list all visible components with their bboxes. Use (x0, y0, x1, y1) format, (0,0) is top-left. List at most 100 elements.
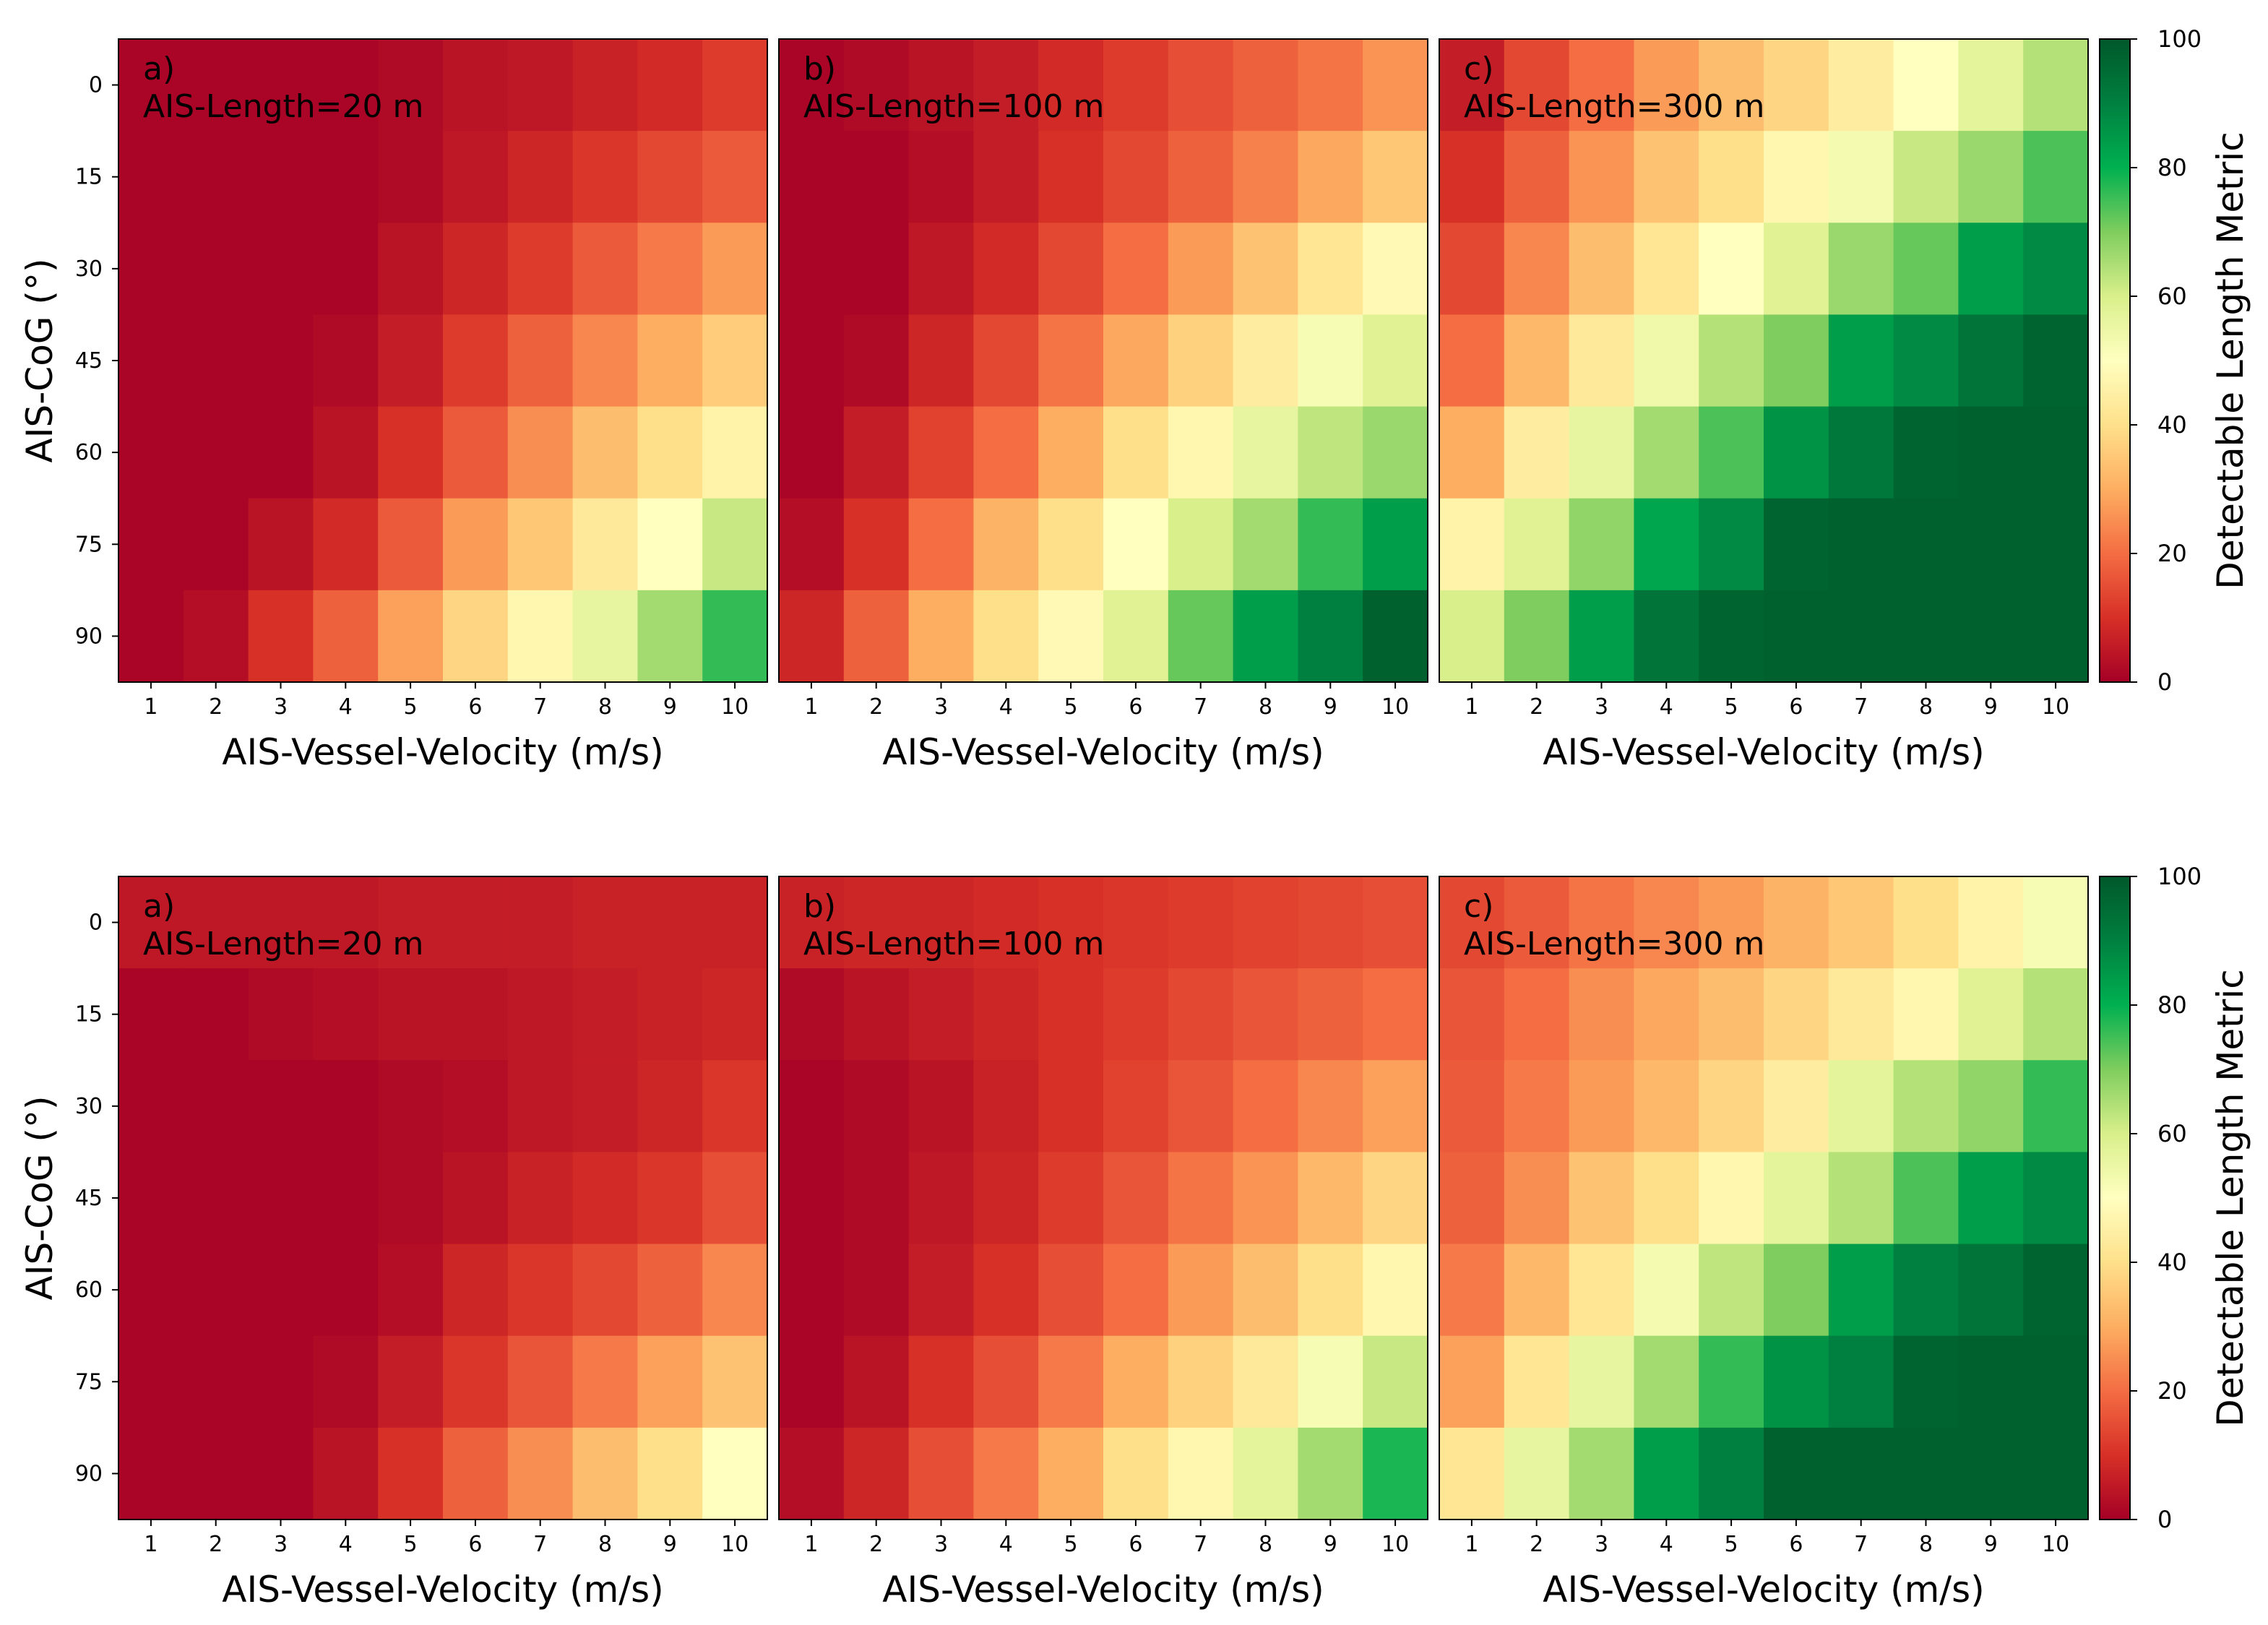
heatmap-cell (118, 1243, 184, 1337)
heatmap-cell (1103, 498, 1169, 591)
heatmap-cell (2023, 314, 2089, 408)
heatmap-cell (1168, 131, 1234, 223)
heatmap-cell (1569, 1060, 1634, 1153)
heatmap-bottom-3: 1 2 3 4 5 6 7 8 9 10 AIS-Vessel-Velocity (m/s) c)AI… (1439, 876, 2089, 1611)
heatmap-cell (637, 1152, 703, 1245)
heatmap-cell (2023, 1335, 2089, 1428)
heatmap-cell (1439, 876, 1505, 969)
heatmap-cell (1893, 876, 1959, 969)
heatmap-cell (779, 590, 845, 683)
x-tick-label: 5 (1064, 694, 1078, 720)
x-tick-label: 8 (598, 694, 612, 720)
heatmap-cell (1363, 498, 1428, 591)
heatmap-cell (1504, 590, 1570, 683)
heatmap-cell (572, 406, 638, 499)
heatmap-cell (378, 498, 444, 591)
heatmap-cell (702, 1060, 768, 1153)
heatmap-cell (1233, 223, 1298, 316)
colorbar-tick-label: 40 (2157, 411, 2187, 439)
x-tick-label: 2 (1530, 1532, 1543, 1557)
x-tick-label: 5 (404, 1532, 418, 1557)
heatmap-cell (779, 1427, 845, 1520)
x-axis-label: AIS-Vessel-Velocity (m/s) (1543, 731, 1984, 773)
heatmap-cell (1038, 1427, 1104, 1520)
heatmap-cell (1958, 1335, 2024, 1428)
colorbar-tick-label: 80 (2157, 991, 2187, 1019)
heatmap-cell (843, 498, 910, 591)
heatmap-cell (702, 1243, 768, 1337)
heatmap-cell (1569, 590, 1634, 683)
heatmap-cell (248, 39, 314, 132)
x-tick-label: 10 (1381, 694, 1409, 720)
axes-frame (1439, 876, 2089, 1520)
heatmap-cell (637, 1060, 703, 1153)
heatmap-cell (843, 1335, 910, 1428)
y-tick-label: 0 (89, 910, 103, 936)
heatmap-cell (843, 314, 910, 408)
heatmap-cell (1634, 968, 1699, 1061)
heatmap-cell (118, 406, 184, 499)
colorbar-tick-label: 100 (2157, 863, 2202, 890)
heatmap-cell (702, 314, 768, 408)
heatmap-cell (1699, 223, 1764, 316)
heatmap-cell (1504, 1060, 1570, 1153)
heatmap-cell (1298, 1152, 1363, 1245)
x-tick-label: 10 (2042, 1532, 2069, 1557)
x-tick-label: 10 (721, 694, 749, 720)
heatmap-cell (1363, 968, 1428, 1061)
heatmap-cell (2023, 223, 2089, 316)
heatmap-cell (1828, 406, 1894, 499)
heatmap-cell (572, 590, 638, 683)
heatmap-cell (779, 1243, 845, 1337)
x-tick-label: 6 (1129, 1532, 1142, 1557)
heatmap-cell (2023, 1243, 2089, 1337)
heatmap-cell (1893, 498, 1959, 591)
heatmap-cell (248, 223, 314, 316)
heatmap-cell (183, 223, 249, 316)
heatmap-cell (973, 590, 1039, 683)
heatmap-cell (1504, 406, 1570, 499)
heatmap-cell (1893, 39, 1959, 132)
x-axis-label: AIS-Vessel-Velocity (m/s) (882, 1569, 1324, 1611)
y-tick-label: 90 (75, 624, 103, 649)
heatmap-cell (843, 1243, 910, 1337)
heatmap-cell (313, 1427, 379, 1520)
heatmap-cell (973, 314, 1039, 408)
x-tick-label: 4 (339, 694, 353, 720)
heatmap-cell (572, 968, 638, 1061)
heatmap-cell (1634, 1335, 1699, 1428)
heatmap-cell (118, 131, 184, 223)
heatmap-cell (183, 1243, 249, 1337)
heatmap-cell (1168, 1335, 1234, 1428)
heatmap-cell (443, 314, 509, 408)
heatmap-cell (908, 590, 974, 683)
heatmap-cell (2023, 1152, 2089, 1245)
heatmap-cell (443, 1152, 509, 1245)
heatmap-cell (378, 131, 444, 223)
heatmap-cell (843, 876, 910, 969)
x-tick-label: 1 (1465, 694, 1478, 720)
heatmap-cell (1038, 406, 1104, 499)
x-tick-label: 3 (1595, 1532, 1608, 1557)
heatmap-cell (908, 131, 974, 223)
axes-frame (1439, 38, 2089, 683)
heatmap-cell (779, 876, 845, 969)
heatmap-cell (908, 1243, 974, 1337)
heatmap-cell (1828, 1243, 1894, 1337)
heatmap-cell (1038, 968, 1104, 1061)
x-tick-label: 1 (144, 1532, 158, 1557)
y-tick-label: 15 (75, 165, 103, 190)
heatmap-cell (1893, 223, 1959, 316)
heatmap-cell (572, 1427, 638, 1520)
heatmap-cell (1634, 590, 1699, 683)
x-tick-label: 3 (934, 1532, 948, 1557)
x-tick-label: 7 (1194, 694, 1207, 720)
heatmap-cell (1038, 131, 1104, 223)
heatmap-cell (779, 406, 845, 499)
heatmap-cell (378, 1335, 444, 1428)
heatmap-cell (779, 1335, 845, 1428)
heatmap-cell (507, 1243, 574, 1337)
heatmap-cell (973, 1152, 1039, 1245)
x-tick-label: 7 (1854, 1532, 1868, 1557)
